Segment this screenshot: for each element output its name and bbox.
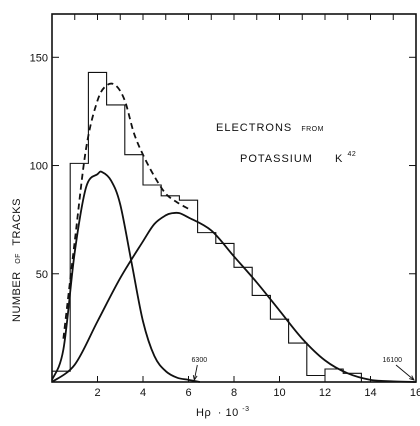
x-tick-label-12: 12: [319, 387, 331, 399]
x-tick-label-10: 10: [273, 387, 285, 399]
y-tick-label-50: 50: [36, 269, 48, 281]
plot-frame: [51, 13, 417, 383]
y-axis-label-part1: NUMBER: [11, 271, 23, 322]
endpoint-label-6300: 6300: [192, 357, 208, 364]
annotation-k: K: [335, 153, 343, 165]
endpoint-arrow-6300: [193, 364, 198, 381]
x-tick-label-14: 14: [364, 387, 376, 399]
annotation-from: FROM: [301, 126, 324, 133]
tick-labels: 2 4 6 8 10 12 14 16 50 100 150: [30, 52, 420, 399]
endpoint-arrowhead-6300: [192, 375, 198, 382]
y-tick-label-150: 150: [30, 52, 48, 64]
x-tick-label-16: 16: [410, 387, 420, 399]
histogram-steps: [51, 71, 416, 383]
endpoint-arrowhead-16100: [409, 375, 415, 381]
annotation-line-1: ELECTRONS FROM: [216, 122, 324, 134]
x-axis-label-main: Hρ: [196, 407, 211, 419]
series-high-energy-component: [51, 211, 417, 383]
y-axis-label-part2: OF: [15, 253, 22, 264]
histogram-layer: [51, 71, 416, 383]
x-tick-label-4: 4: [140, 387, 146, 399]
series-low-energy-component: [51, 170, 201, 383]
x-axis-label-exp: -3: [242, 406, 249, 413]
axis-ticks: [52, 14, 417, 382]
y-axis-label-part3: TRACKS: [11, 198, 23, 246]
annotation-line-2: POTASSIUM K 42: [240, 151, 356, 165]
curves-layer: [51, 82, 417, 383]
annotation-potassium: POTASSIUM: [240, 153, 313, 165]
endpoint-label-16100: 16100: [383, 357, 403, 364]
endpoint-arrow-16100: [395, 364, 415, 381]
endpoint-markers: 6300 16100: [192, 357, 415, 382]
annotation-electrons: ELECTRONS: [216, 122, 292, 134]
y-tick-label-100: 100: [30, 161, 48, 173]
x-tick-label-6: 6: [185, 387, 191, 399]
x-axis-label-suffix: · 10: [218, 407, 239, 419]
series-sum-curve: [62, 82, 189, 339]
annotation-42: 42: [347, 151, 356, 158]
x-tick-label-2: 2: [94, 387, 100, 399]
x-tick-label-8: 8: [231, 387, 237, 399]
x-axis-label: Hρ · 10 -3: [196, 406, 250, 419]
y-axis-label: NUMBER OF TRACKS: [11, 198, 23, 322]
